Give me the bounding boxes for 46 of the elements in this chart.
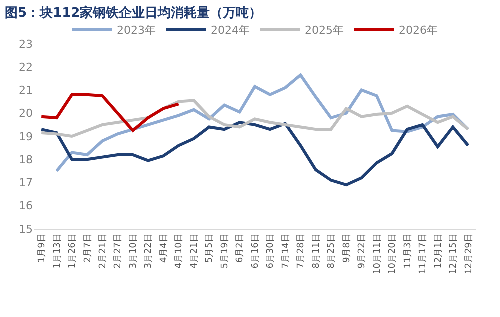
chart-title: 图5：块112家钢铁企业日均消耗量（万吨） [5,5,262,22]
x-tick-label: 12月15日 [449,234,460,275]
x-tick-label: 6月16日 [250,234,261,269]
y-tick-label: 19 [19,130,33,144]
y-tick-label: 17 [19,176,33,190]
y-tick-label: 21 [19,84,33,98]
x-tick-label: 2月7日 [83,234,94,264]
line-series [40,99,470,138]
x-tick-label: 7月28日 [296,234,307,269]
line-series [40,93,180,132]
x-tick-label: 2月21日 [98,234,109,269]
x-tick-label: 9月22日 [358,234,368,269]
legend-label: 2024年 [211,24,250,37]
y-tick-label: 18 [19,153,33,166]
x-tick-label: 3月10日 [128,234,139,269]
y-tick-label: 16 [19,200,33,213]
x-tick-label: 3月22日 [144,234,154,269]
x-tick-label: 12月1日 [434,234,444,269]
y-tick-label: 23 [19,38,33,51]
x-tick-label: 1月9日 [38,234,48,264]
x-tick-label: 5月5日 [205,234,216,264]
legend-label: 2023年 [117,24,156,37]
x-tick-label: 11月3日 [403,234,414,269]
x-tick-label: 2月27日 [114,234,124,269]
y-tick-label: 20 [19,107,33,120]
x-tick-label: 11月17日 [418,234,429,275]
legend-label: 2026年 [399,24,438,37]
x-tick-label: 1月26日 [68,234,78,269]
x-tick-label: 10月20日 [388,234,398,275]
x-tick-label: 1月13日 [52,234,63,269]
x-tick-label: 4月10日 [174,234,185,269]
x-tick-label: 6月30日 [266,234,276,269]
legend-label: 2025年 [305,24,344,37]
x-tick-label: 7月14日 [281,234,292,269]
x-tick-label: 10月11日 [372,234,383,275]
x-tick-label: 5月19日 [220,234,230,269]
x-tick-label: 9月8日 [342,234,352,264]
x-tick-label: 12月29日 [464,234,474,275]
x-tick-label: 8月11日 [312,234,322,269]
x-tick-label: 4月4日 [159,234,170,264]
x-tick-label: 4月21日 [190,234,200,269]
y-tick-label: 22 [19,60,33,74]
y-tick-label: 15 [19,222,33,236]
x-tick-label: 6月2日 [236,234,246,264]
line-series [40,121,470,187]
x-tick-label: 8月25日 [327,234,338,269]
